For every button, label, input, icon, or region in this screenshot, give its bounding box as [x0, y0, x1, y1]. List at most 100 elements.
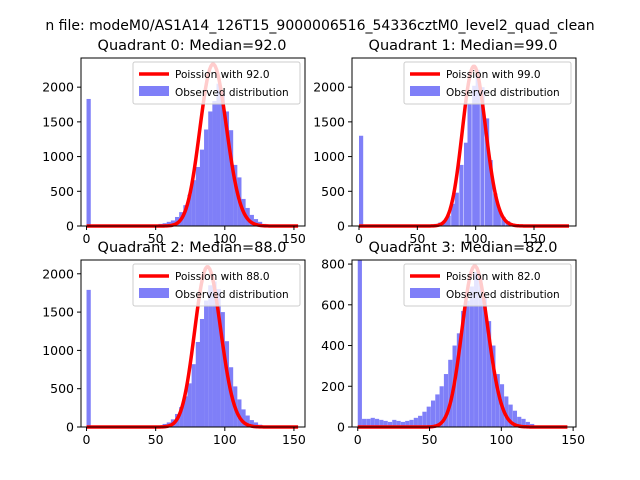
histogram-bar — [187, 383, 192, 427]
histogram-bar — [208, 285, 213, 427]
histogram-bar — [435, 394, 440, 427]
histogram-bar — [208, 111, 213, 226]
histogram-bar — [199, 318, 205, 427]
legend-hist-label: Observed distribution — [175, 87, 289, 99]
histogram-bar — [426, 406, 431, 427]
histogram-bar — [166, 221, 171, 226]
histogram-bar — [486, 321, 492, 427]
y-tick-label: 0 — [337, 219, 345, 234]
y-tick-label: 500 — [50, 184, 74, 199]
quadrant-3-panel: 0 50 100 150 0 200 400 600 800 Poission with 82.0… — [321, 240, 585, 447]
quadrant-2-title: Quadrant 2: Median=88.0 — [98, 240, 287, 256]
histogram-bar — [501, 216, 506, 226]
histogram-bar — [418, 415, 423, 427]
histogram-bar — [467, 104, 472, 226]
histogram-bar — [220, 92, 225, 226]
histogram-bar — [461, 310, 466, 427]
histogram-bar — [245, 415, 250, 427]
x-tick-label: 0 — [354, 432, 362, 447]
histogram-bar — [454, 192, 459, 226]
histogram-bar — [86, 289, 91, 427]
histogram-bar — [488, 160, 493, 226]
histogram-bar — [370, 417, 375, 427]
legend-hist-swatch — [139, 86, 169, 96]
legend-hist-swatch — [410, 86, 440, 96]
histogram-bar — [439, 386, 444, 427]
quadrant-1-title: Quadrant 1: Median=99.0 — [369, 38, 558, 54]
histogram-bar — [525, 421, 530, 427]
histogram-bar — [493, 193, 498, 226]
histogram-bar — [405, 420, 410, 427]
histogram-bar — [212, 101, 217, 226]
histogram-bar — [191, 364, 196, 427]
x-tick-label: 150 — [282, 231, 306, 246]
y-tick-label: 500 — [321, 184, 345, 199]
legend-hist-label: Observed distribution — [175, 289, 289, 301]
axes-frame — [351, 259, 577, 428]
histogram-bar — [443, 374, 449, 427]
histogram-bar — [451, 203, 456, 226]
histogram-bar — [237, 399, 242, 427]
histogram-bar — [216, 83, 221, 227]
histogram-bar — [220, 312, 225, 427]
histogram-bar — [187, 194, 192, 226]
y-tick-label: 0 — [337, 420, 345, 435]
quadrant-3-title: Quadrant 3: Median=82.0 — [369, 240, 558, 256]
histogram-bar — [224, 341, 230, 427]
y-tick-label: 600 — [321, 297, 345, 312]
histogram-bar — [464, 142, 469, 226]
figure-title: n file: modeM0/AS1A14_126T15_9000006516_… — [45, 18, 594, 34]
histogram-bar — [422, 411, 427, 427]
y-tick-label: 800 — [321, 257, 345, 272]
histogram-bar — [216, 289, 221, 427]
legend-hist-swatch — [139, 288, 169, 298]
histogram-bar — [485, 118, 490, 226]
y-tick-label: 1500 — [42, 305, 74, 320]
histogram-bar — [504, 396, 509, 427]
axes-frame — [80, 57, 306, 227]
x-tick-label: 150 — [522, 231, 546, 246]
histogram-bar — [475, 69, 480, 226]
x-tick-label: 50 — [409, 231, 425, 246]
histogram-bar — [396, 420, 401, 427]
legend-curve-label: Poission with 92.0 — [175, 69, 270, 81]
legend-curve-label: Poission with 99.0 — [446, 69, 541, 81]
x-tick-label: 0 — [355, 231, 363, 246]
histogram-bar — [253, 219, 259, 226]
x-tick-label: 150 — [561, 432, 585, 447]
legend-curve-label: Poission with 82.0 — [446, 271, 541, 283]
x-tick-label: 150 — [282, 432, 306, 447]
legend-hist-swatch — [410, 288, 440, 298]
axes-frame — [351, 57, 577, 227]
legend-box — [403, 263, 572, 307]
histogram-bar — [409, 419, 414, 427]
x-tick-label: 50 — [148, 231, 164, 246]
histogram-bar — [448, 359, 453, 427]
histogram-bar — [359, 135, 364, 226]
y-tick-label: 2000 — [42, 266, 74, 281]
histogram-bar — [446, 215, 451, 226]
legend-box — [132, 263, 301, 307]
histogram-bar — [374, 418, 380, 427]
histogram-bar — [495, 374, 500, 427]
histogram-bar — [253, 422, 259, 427]
x-tick-label: 100 — [213, 432, 237, 447]
histogram-bar — [212, 281, 217, 427]
y-tick-label: 1500 — [42, 114, 74, 129]
histogram-bar — [183, 205, 188, 226]
y-tick-label: 200 — [321, 379, 345, 394]
histogram-bar — [241, 409, 246, 427]
histogram-bar — [443, 220, 448, 226]
histogram-bar — [400, 421, 406, 427]
histogram-bar — [521, 418, 526, 427]
legend-hist-label: Observed distribution — [446, 87, 560, 99]
histogram-bar — [362, 418, 367, 427]
histogram-bar — [387, 421, 393, 427]
histogram-bar — [478, 278, 483, 427]
histogram-bar — [191, 180, 196, 226]
y-tick-label: 2000 — [313, 80, 345, 95]
